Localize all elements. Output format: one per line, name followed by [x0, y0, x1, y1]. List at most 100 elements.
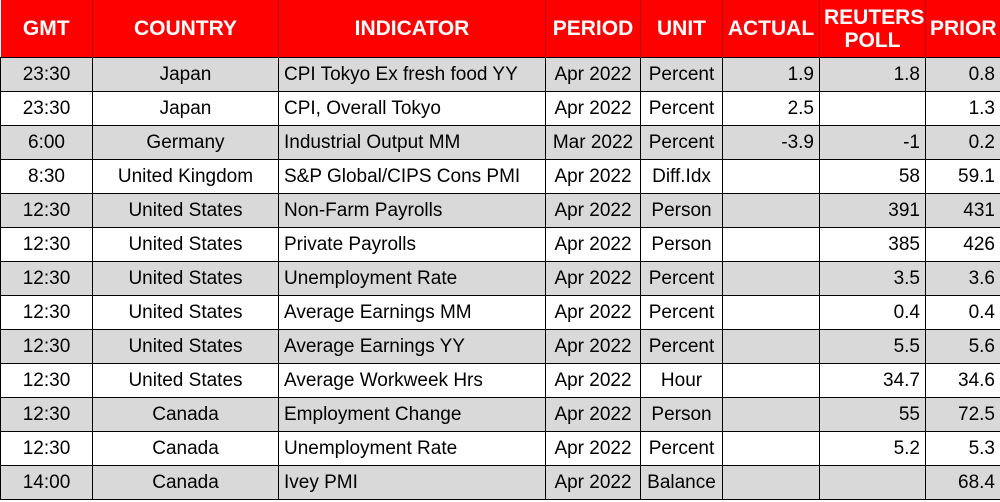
cell-gmt: 12:30: [0, 431, 93, 466]
cell-indicator: Average Earnings MM: [278, 295, 546, 330]
header-period: PERIOD: [545, 0, 641, 58]
cell-gmt: 6:00: [0, 125, 93, 160]
header-gmt: GMT: [0, 0, 93, 58]
cell-indicator: Unemployment Rate: [278, 431, 546, 466]
cell-country: Canada: [92, 431, 279, 466]
cell-unit: Diff.Idx: [640, 159, 723, 194]
cell-unit: Hour: [640, 363, 723, 398]
cell-reuters-poll: 391: [819, 193, 926, 228]
table-row: 12:30 United States Non-Farm Payrolls Apr 2…: [0, 193, 1000, 228]
cell-reuters-poll: 34.7: [819, 363, 926, 398]
cell-period: Apr 2022: [545, 295, 641, 330]
cell-gmt: 12:30: [0, 397, 93, 432]
cell-period: Apr 2022: [545, 91, 641, 126]
cell-country: United States: [92, 295, 279, 330]
cell-actual: [722, 397, 820, 432]
header-row: GMT COUNTRY INDICATOR PERIOD UNIT ACTUAL…: [0, 0, 1000, 58]
cell-prior: 5.6: [925, 329, 1000, 364]
header-reuters-poll: REUTERS POLL: [819, 0, 926, 58]
cell-reuters-poll: 385: [819, 227, 926, 262]
cell-period: Apr 2022: [545, 193, 641, 228]
cell-period: Apr 2022: [545, 397, 641, 432]
cell-country: Canada: [92, 397, 279, 432]
cell-prior: 0.4: [925, 295, 1000, 330]
cell-period: Apr 2022: [545, 159, 641, 194]
cell-indicator: Ivey PMI: [278, 465, 546, 500]
cell-indicator: CPI Tokyo Ex fresh food YY: [278, 57, 546, 92]
table-row: 23:30 Japan CPI Tokyo Ex fresh food YY Apr …: [0, 57, 1000, 92]
cell-unit: Percent: [640, 91, 723, 126]
cell-prior: 1.3: [925, 91, 1000, 126]
cell-gmt: 8:30: [0, 159, 93, 194]
cell-actual: 1.9: [722, 57, 820, 92]
cell-indicator: CPI, Overall Tokyo: [278, 91, 546, 126]
cell-actual: [722, 431, 820, 466]
cell-prior: 59.1: [925, 159, 1000, 194]
cell-actual: [722, 363, 820, 398]
cell-country: Germany: [92, 125, 279, 160]
cell-reuters-poll: [819, 91, 926, 126]
cell-period: Apr 2022: [545, 465, 641, 500]
header-indicator: INDICATOR: [278, 0, 546, 58]
cell-actual: [722, 193, 820, 228]
table-row: 14:00 Canada Ivey PMI Apr 2022 Balance 68.4: [0, 465, 1000, 500]
cell-reuters-poll: 58: [819, 159, 926, 194]
cell-unit: Percent: [640, 125, 723, 160]
table-row: 12:30 United States Unemployment Rate Apr 2…: [0, 261, 1000, 296]
table-row: 12:30 United States Private Payrolls Apr 20…: [0, 227, 1000, 262]
cell-gmt: 12:30: [0, 329, 93, 364]
cell-reuters-poll: -1: [819, 125, 926, 160]
table-row: 12:30 United States Average Workweek Hrs Ap…: [0, 363, 1000, 398]
cell-country: Japan: [92, 57, 279, 92]
cell-indicator: Employment Change: [278, 397, 546, 432]
cell-unit: Percent: [640, 295, 723, 330]
cell-indicator: Private Payrolls: [278, 227, 546, 262]
cell-prior: 426: [925, 227, 1000, 262]
cell-country: United States: [92, 329, 279, 364]
table-row: 12:30 Canada Unemployment Rate Apr 2022 Perc…: [0, 431, 1000, 466]
cell-unit: Percent: [640, 329, 723, 364]
cell-reuters-poll: 55: [819, 397, 926, 432]
cell-reuters-poll: 3.5: [819, 261, 926, 296]
table-row: 12:30 United States Average Earnings MM Apr…: [0, 295, 1000, 330]
cell-reuters-poll: 1.8: [819, 57, 926, 92]
cell-country: United States: [92, 363, 279, 398]
cell-actual: [722, 295, 820, 330]
cell-period: Mar 2022: [545, 125, 641, 160]
table-row: 6:00 Germany Industrial Output MM Mar 2022 P…: [0, 125, 1000, 160]
cell-country: United States: [92, 193, 279, 228]
header-prior: PRIOR: [925, 0, 1000, 58]
cell-indicator: Average Earnings YY: [278, 329, 546, 364]
cell-gmt: 23:30: [0, 57, 93, 92]
cell-unit: Person: [640, 227, 723, 262]
cell-gmt: 12:30: [0, 193, 93, 228]
cell-prior: 431: [925, 193, 1000, 228]
cell-gmt: 12:30: [0, 227, 93, 262]
cell-unit: Balance: [640, 465, 723, 500]
cell-gmt: 12:30: [0, 261, 93, 296]
cell-actual: [722, 465, 820, 500]
cell-unit: Percent: [640, 261, 723, 296]
cell-actual: -3.9: [722, 125, 820, 160]
table-row: 12:30 Canada Employment Change Apr 2022 Pers…: [0, 397, 1000, 432]
cell-country: Japan: [92, 91, 279, 126]
cell-actual: [722, 227, 820, 262]
cell-period: Apr 2022: [545, 227, 641, 262]
cell-actual: 2.5: [722, 91, 820, 126]
cell-prior: 3.6: [925, 261, 1000, 296]
cell-unit: Person: [640, 193, 723, 228]
cell-period: Apr 2022: [545, 329, 641, 364]
cell-prior: 68.4: [925, 465, 1000, 500]
cell-indicator: S&P Global/CIPS Cons PMI: [278, 159, 546, 194]
cell-actual: [722, 261, 820, 296]
cell-indicator: Industrial Output MM: [278, 125, 546, 160]
cell-gmt: 12:30: [0, 363, 93, 398]
cell-country: United States: [92, 227, 279, 262]
cell-prior: 34.6: [925, 363, 1000, 398]
cell-country: Canada: [92, 465, 279, 500]
table-row: 23:30 Japan CPI, Overall Tokyo Apr 2022 Perc…: [0, 91, 1000, 126]
cell-unit: Percent: [640, 431, 723, 466]
header-actual: ACTUAL: [722, 0, 820, 58]
cell-reuters-poll: 0.4: [819, 295, 926, 330]
